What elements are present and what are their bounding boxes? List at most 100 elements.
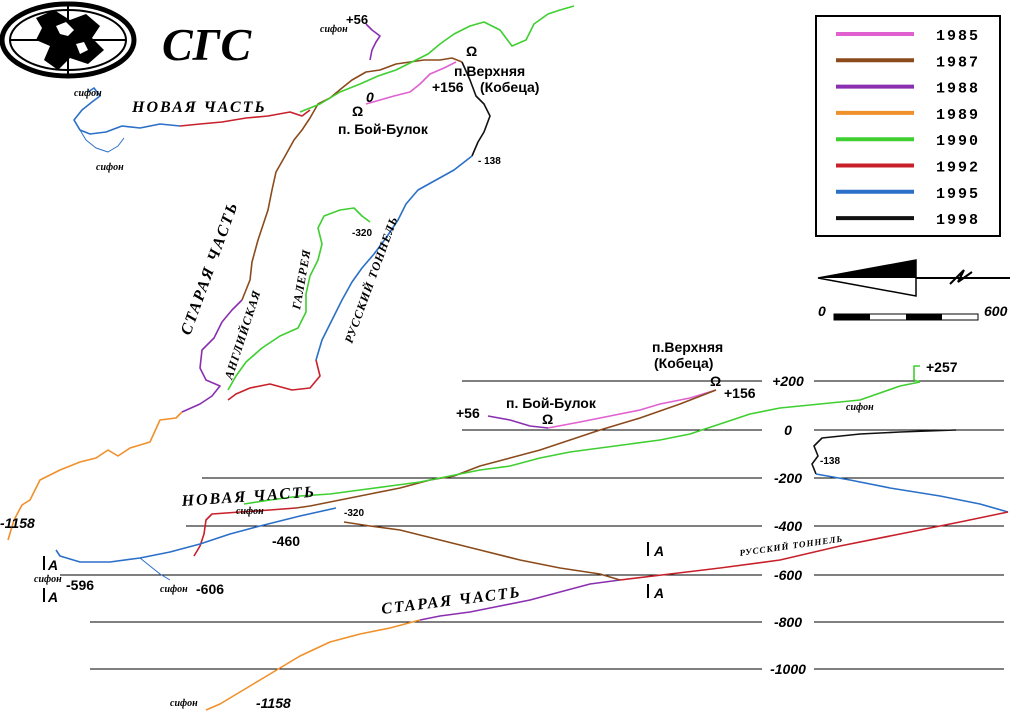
plan-1998-passage (461, 61, 491, 157)
depth-label-bg (762, 612, 814, 632)
section-label-sifon-1: сифон (846, 402, 874, 413)
depth-label-bg (762, 420, 814, 440)
depth-label: -1000 (770, 661, 806, 677)
section-label-sifon-5: сифон (170, 698, 198, 709)
globe-logo (0, 1, 137, 79)
depth-label: -400 (774, 518, 802, 534)
scale-zero: 0 (818, 303, 826, 319)
section-label-plus56: +56 (456, 405, 480, 421)
section-1990 (243, 381, 921, 505)
depth-label: -600 (774, 567, 802, 583)
plan-label-zero: 0 (366, 89, 374, 105)
section-1987-lower (343, 521, 621, 581)
section-1998 (811, 429, 957, 475)
section-view (55, 365, 1009, 711)
section-1987-upper (295, 389, 717, 509)
marker-a-2: A (47, 589, 58, 605)
plan-view (7, 5, 575, 541)
plan-1995-russky (315, 155, 473, 361)
plan-omega-1: Ω (466, 43, 477, 59)
plan-label-novaya: НОВАЯ ЧАСТЬ (131, 99, 267, 116)
depth-label-bg (762, 516, 814, 536)
section-label-m460: -460 (272, 533, 300, 549)
scale-bar: 0 600 (818, 303, 1008, 321)
depth-label: -800 (774, 614, 802, 630)
legend-year-1987: 1987 (936, 54, 980, 71)
plan-label-staraya: СТАРАЯ ЧАСТЬ (178, 199, 242, 337)
section-depth-lines: +200 0 -200 -400 -600 -800 -1000 (60, 371, 1004, 679)
section-1995-east (815, 473, 1009, 513)
plan-1985-passage (365, 61, 457, 105)
plan-1990-top (299, 5, 575, 113)
section-label-m1158: -1158 (256, 695, 291, 711)
depth-label: +200 (772, 373, 804, 389)
plan-1987-staraya (241, 57, 463, 301)
section-label-staraya: СТАРАЯ ЧАСТЬ (380, 584, 522, 618)
depth-label-bg (762, 468, 814, 488)
plan-1995-sifon-branch (79, 129, 125, 153)
plan-1988-passage (181, 299, 243, 413)
plan-label-sifon-1: сифон (320, 24, 348, 35)
section-label-kobeca: (Кобеца) (654, 355, 713, 371)
plan-label-m1158: -1158 (0, 515, 35, 531)
marker-a-4: A (653, 585, 664, 601)
depth-label-bg (762, 565, 814, 585)
section-marker-a: A A A A (43, 542, 664, 605)
section-omega-1: Ω (710, 373, 721, 389)
depth-label: -200 (774, 470, 802, 486)
section-label-sifon-4: сифон (160, 584, 188, 595)
section-label-boi: п. Бой-Булок (506, 395, 597, 411)
marker-a-3: A (653, 543, 664, 559)
depth-label-bg (762, 371, 814, 391)
plan-1989-passage (7, 411, 183, 541)
plan-label-boi: п. Бой-Булок (338, 121, 429, 137)
legend: 1985 1987 1988 1989 1990 1992 1995 1998 (815, 15, 1001, 237)
section-label-sifon-2: сифон (236, 506, 264, 517)
section-1995-sifon (139, 557, 171, 581)
legend-year-1992: 1992 (936, 160, 980, 177)
depth-label-bg (762, 659, 814, 679)
plan-1992-russky (227, 359, 321, 401)
section-label-sifon-3: сифон (34, 574, 62, 585)
section-1992-russky (619, 511, 1009, 581)
depth-label: 0 (784, 422, 792, 438)
section-label-plus156: +156 (724, 385, 756, 401)
legend-year-1990: 1990 (936, 133, 980, 150)
plan-label-kobeca: (Кобеца) (480, 79, 539, 95)
plan-label-m320: -320 (352, 228, 372, 239)
section-label-verkhnyaya: п.Верхняя (652, 339, 723, 355)
section-label-m138: -138 (820, 456, 840, 467)
legend-year-1995: 1995 (936, 186, 980, 203)
map-title: СГС (162, 19, 252, 70)
plan-1988-top (365, 23, 381, 61)
plan-label-plus56: +56 (346, 12, 368, 27)
legend-year-1985: 1985 (936, 28, 980, 45)
legend-year-1988: 1988 (936, 81, 980, 98)
scale-max: 600 (984, 303, 1008, 319)
plan-label-m138: - 138 (478, 156, 501, 167)
plan-label-sifon-2: сифон (74, 88, 102, 99)
section-1995-west (55, 507, 337, 563)
plan-omega-2: Ω (352, 103, 363, 119)
plan-label-verkhnyaya: п.Верхняя (454, 63, 525, 79)
section-1988-staraya (419, 579, 621, 621)
section-label-m596: -596 (66, 577, 94, 593)
section-label-plus257: +257 (926, 359, 958, 375)
plan-label-sifon-3: сифон (96, 162, 124, 173)
section-1989 (205, 619, 421, 711)
plan-label-plus156: +156 (432, 79, 464, 95)
legend-year-1998: 1998 (936, 212, 980, 229)
legend-year-1989: 1989 (936, 107, 980, 124)
north-arrow (817, 259, 1010, 297)
plan-1992-novaya (179, 109, 311, 127)
section-1985 (547, 389, 717, 429)
section-label-m606: -606 (196, 581, 224, 597)
section-label-m320: -320 (344, 508, 364, 519)
section-label-russky: РУССКИЙ ТОННЕЛЬ (739, 534, 844, 558)
section-omega-2: Ω (542, 411, 553, 427)
marker-a-1: A (47, 557, 58, 573)
section-1990-peak (913, 365, 921, 383)
section-1988-top (487, 415, 549, 429)
plan-1990-galereya (227, 207, 371, 391)
